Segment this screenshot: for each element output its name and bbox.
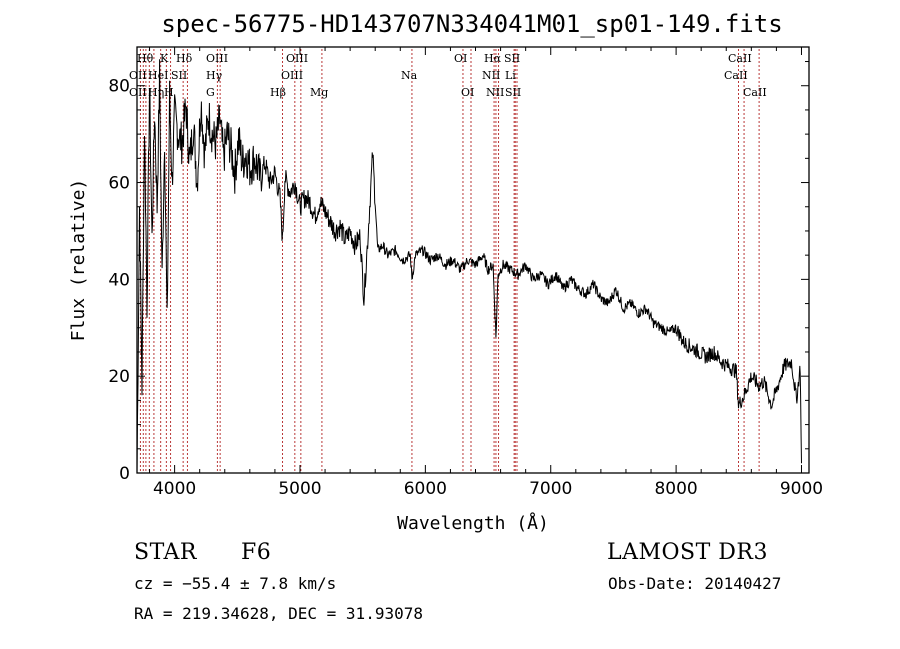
line-label-h: H: [164, 86, 174, 99]
line-label-oi-1: OI: [454, 52, 467, 65]
sky-coordinates: RA = 219.34628, DEC = 31.93078: [134, 604, 423, 623]
y-tick-label: 80: [108, 77, 130, 97]
y-tick-label: 20: [108, 367, 130, 387]
line-label-k: K: [160, 52, 169, 65]
line-label-oiii-3: OIII: [281, 69, 303, 82]
line-label-h-delta: Hδ: [176, 52, 193, 65]
redshift-value: cz = −55.4 ± 7.8 km/s: [134, 574, 337, 593]
line-label-li: Li: [505, 69, 516, 82]
line-label-h-theta: Hθ: [137, 52, 154, 65]
x-tick-label: 7000: [529, 479, 572, 499]
x-tick-label: 8000: [654, 479, 697, 499]
line-label-oi-2: OI: [461, 86, 474, 99]
line-label-g: G: [206, 86, 215, 99]
line-label-oiii-1: OIII: [206, 52, 228, 65]
line-label-hei: HeI: [148, 69, 168, 82]
line-label-h-beta: Hβ: [270, 86, 286, 99]
line-label-oii-2: OII: [129, 86, 147, 99]
line-label-h-alpha: Hα: [484, 52, 502, 65]
x-axis-ticks: 4000 5000 6000 7000 8000 9000: [149, 47, 823, 499]
y-tick-label: 0: [119, 464, 130, 484]
x-axis-label: Wavelength (Å): [397, 512, 549, 534]
x-tick-label: 5000: [278, 479, 321, 499]
x-tick-label: 4000: [153, 479, 196, 499]
y-axis-ticks: 0 20 40 60 80: [108, 61, 809, 484]
chart-title: spec-56775-HD143707N334041M01_sp01-149.f…: [161, 10, 782, 38]
line-label-sii-3: SII: [505, 86, 521, 99]
line-label-h-gamma: Hγ: [206, 69, 223, 82]
line-label-oiii-2: OIII: [286, 52, 308, 65]
line-label-nii-2: NII: [486, 86, 504, 99]
line-label-nii-1: NII: [482, 69, 500, 82]
observation-date: Obs-Date: 20140427: [608, 574, 782, 593]
plot-frame: [136, 46, 810, 474]
x-tick-label: 9000: [780, 479, 823, 499]
line-label-caii-2: CaII: [724, 69, 748, 82]
spectrum-line: [136, 59, 802, 474]
y-axis-label: Flux (relative): [68, 179, 89, 342]
object-subclass: F6: [241, 540, 272, 565]
line-label-sii-1: SII: [504, 52, 520, 65]
line-label-oii-1: OII: [129, 69, 147, 82]
object-class: STAR: [134, 540, 197, 565]
y-tick-label: 60: [108, 174, 130, 194]
line-label-mg: Mg: [310, 86, 328, 99]
spectral-line-labels: Hθ K Hδ OIII OIII OI Hα SII CaII OII HeI…: [129, 52, 767, 99]
line-label-sii-2: SII: [171, 69, 187, 82]
line-label-caii-1: CaII: [728, 52, 752, 65]
x-tick-label: 6000: [404, 479, 447, 499]
line-label-caii-3: CaII: [743, 86, 767, 99]
survey-name: LAMOST DR3: [607, 540, 768, 565]
y-tick-label: 40: [108, 270, 130, 290]
line-label-na: Na: [401, 69, 418, 82]
